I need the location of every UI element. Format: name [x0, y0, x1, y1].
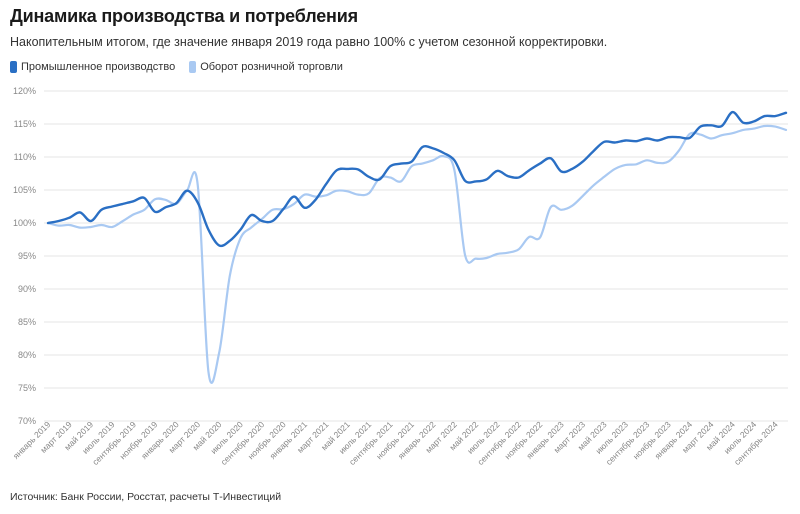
y-tick-label: 90%: [18, 284, 36, 294]
chart-subtitle: Накопительным итогом, где значение январ…: [10, 35, 608, 49]
y-tick-label: 105%: [13, 185, 36, 195]
y-tick-label: 80%: [18, 350, 36, 360]
legend-swatch-retail: [189, 61, 197, 73]
y-tick-label: 95%: [18, 251, 36, 261]
legend-item-industrial[interactable]: Промышленное производство: [10, 61, 175, 73]
legend-label-retail: Оборот розничной торговли: [200, 61, 343, 73]
legend-swatch-industrial: [10, 61, 17, 73]
series-line-retail: [46, 124, 788, 384]
y-tick-label: 115%: [14, 119, 36, 129]
y-tick-label: 100%: [13, 218, 36, 228]
chart-source: Источник: Банк России, Росстат, расчеты …: [10, 491, 282, 503]
legend-item-retail[interactable]: Оборот розничной торговли: [189, 61, 343, 73]
y-tick-label: 85%: [18, 317, 36, 327]
y-tick-label: 70%: [18, 416, 36, 426]
chart-legend: Промышленное производство Оборот розничн…: [10, 61, 343, 73]
y-tick-label: 75%: [18, 383, 36, 393]
legend-label-industrial: Промышленное производство: [21, 61, 176, 73]
series-line-industrial: [46, 110, 788, 248]
y-tick-label: 110%: [14, 152, 36, 162]
chart-title: Динамика производства и потребления: [10, 6, 358, 26]
y-tick-label: 120%: [13, 86, 36, 96]
